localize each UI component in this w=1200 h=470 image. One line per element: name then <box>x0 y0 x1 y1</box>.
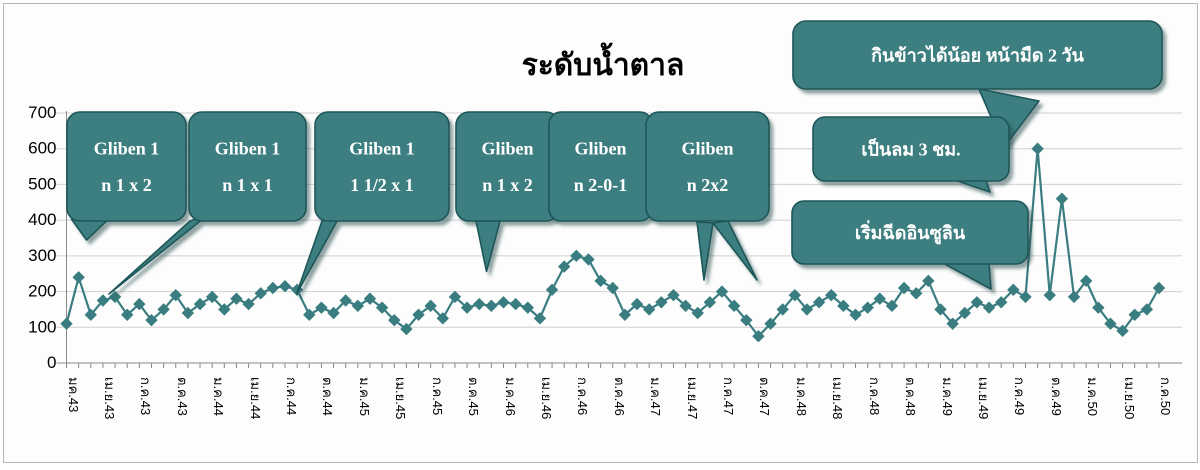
svg-text:Gliben: Gliben <box>481 139 533 159</box>
svg-text:400: 400 <box>28 210 56 229</box>
svg-text:200: 200 <box>28 282 56 301</box>
svg-text:n 1 x 1: n 1 x 1 <box>222 175 273 195</box>
svg-text:500: 500 <box>28 174 56 193</box>
svg-text:Gliben 1: Gliben 1 <box>349 139 415 159</box>
svg-text:0: 0 <box>47 353 56 372</box>
svg-text:300: 300 <box>28 246 56 265</box>
svg-text:Gliben 1: Gliben 1 <box>215 139 281 159</box>
svg-text:เป็นลม 3 ชม.: เป็นลม 3 ชม. <box>861 137 960 159</box>
svg-text:n 1 x 2: n 1 x 2 <box>482 175 533 195</box>
svg-text:Gliben: Gliben <box>681 139 733 159</box>
svg-text:600: 600 <box>28 139 56 158</box>
svg-text:n 1 x 2: n 1 x 2 <box>101 175 152 195</box>
svg-text:Gliben: Gliben <box>574 139 626 159</box>
svg-text:Gliben 1: Gliben 1 <box>94 139 160 159</box>
svg-text:เริ่มฉีดอินซูลิน: เริ่มฉีดอินซูลิน <box>855 220 966 245</box>
svg-text:700: 700 <box>28 103 56 122</box>
svg-text:n 2-0-1: n 2-0-1 <box>574 175 628 195</box>
svg-text:100: 100 <box>28 317 56 336</box>
svg-text:n 2x2: n 2x2 <box>687 175 729 195</box>
svg-text:1 1/2 x 1: 1 1/2 x 1 <box>350 175 414 195</box>
